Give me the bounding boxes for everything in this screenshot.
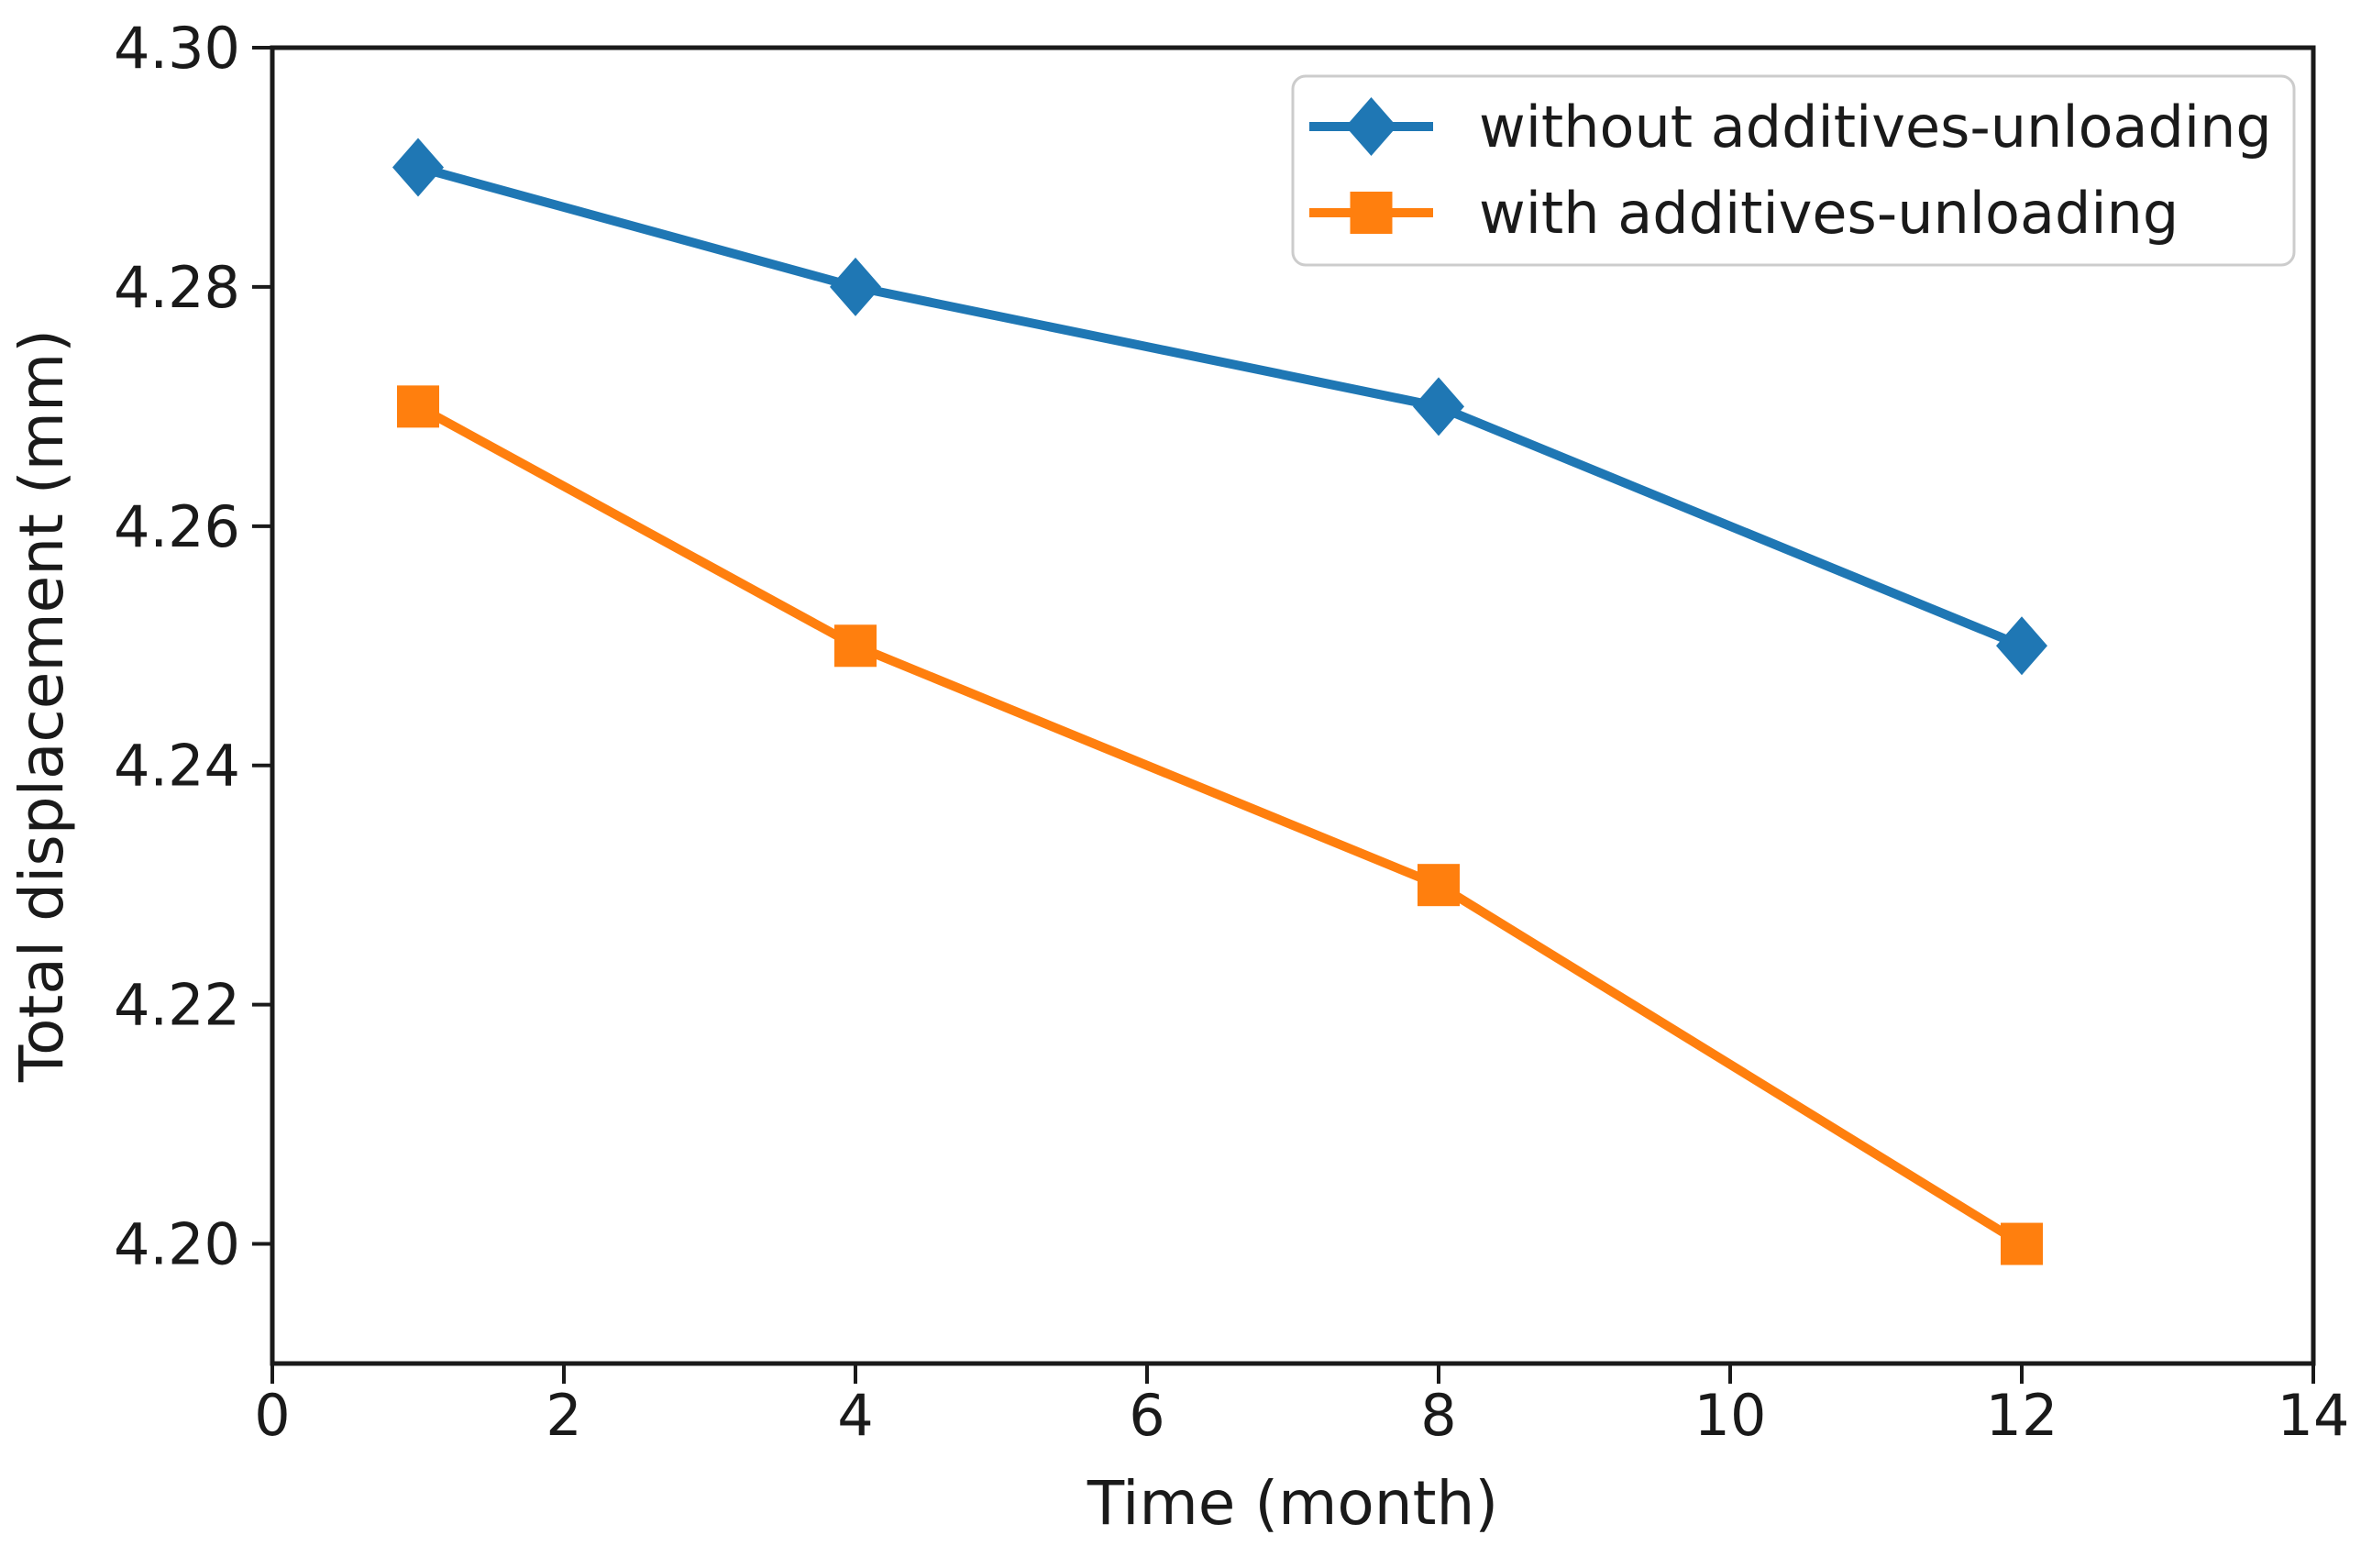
x-tick-label: 8 [1420, 1382, 1456, 1449]
series-line [414, 402, 2026, 1249]
x-tick-label: 12 [1986, 1382, 2058, 1449]
data-point-marker [392, 138, 444, 197]
x-tick-label: 10 [1694, 1382, 1767, 1449]
y-tick-label: 4.26 [114, 493, 240, 560]
data-point-marker [397, 385, 439, 428]
series-without-additives [392, 138, 2047, 676]
legend-label: without additives-unloading [1479, 94, 2272, 160]
y-tick-label: 4.20 [114, 1211, 240, 1278]
x-tick-label: 6 [1129, 1382, 1164, 1449]
y-axis-label: Total displacement (mm) [6, 329, 77, 1083]
data-point-marker [1413, 377, 1464, 436]
data-point-marker [2001, 1222, 2043, 1265]
legend-marker [1350, 192, 1393, 234]
x-tick-label: 2 [546, 1382, 581, 1449]
y-tick-label: 4.28 [114, 254, 240, 321]
plot-border [270, 45, 2316, 1366]
data-point-marker [830, 257, 881, 316]
x-axis-label: Time (month) [1087, 1468, 1498, 1539]
x-tick-label: 4 [837, 1382, 873, 1449]
series-with-additives [397, 385, 2043, 1265]
x-tick-label: 0 [254, 1382, 290, 1449]
legend-box [1291, 74, 2296, 267]
y-tick-label: 4.24 [114, 733, 240, 800]
y-tick-label: 4.30 [114, 15, 240, 82]
data-point-marker [1418, 864, 1460, 907]
y-tick-label: 4.22 [114, 972, 240, 1039]
x-tick-label: 14 [2278, 1382, 2350, 1449]
legend-entry: with additives-unloading [1309, 180, 2179, 247]
series-line [414, 162, 2026, 651]
legend-marker [1345, 97, 1397, 156]
legend-label: with additives-unloading [1479, 180, 2179, 247]
legend: without additives-unloading with additive… [1291, 74, 2296, 267]
data-point-marker [1996, 616, 2047, 676]
data-point-marker [834, 624, 877, 668]
legend-entry: without additives-unloading [1309, 94, 2272, 160]
